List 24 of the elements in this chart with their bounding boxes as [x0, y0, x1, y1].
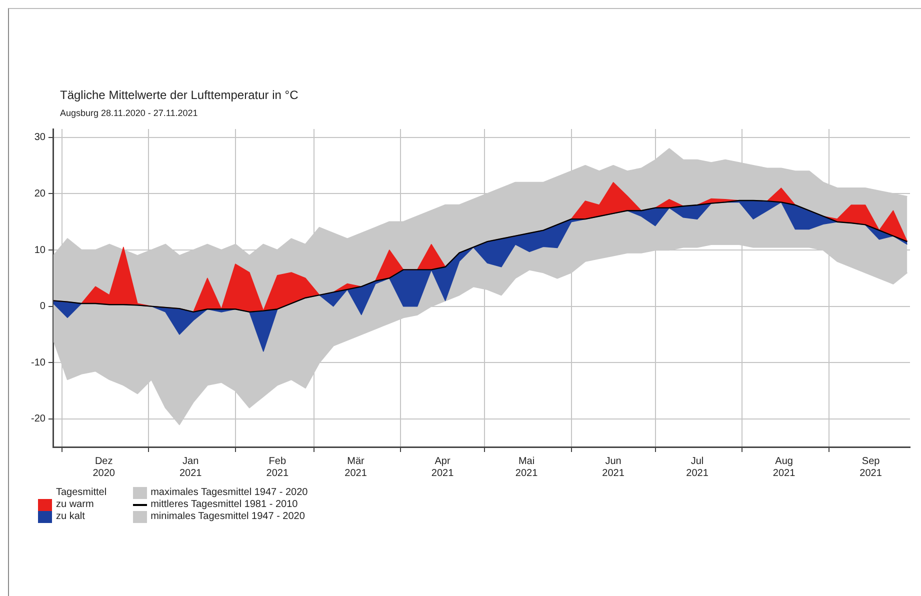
y-tick-label: 20 — [34, 188, 46, 200]
legend-label: minimales Tagesmittel 1947 - 2020 — [150, 511, 305, 523]
x-tick-label: Sep 2021 — [860, 456, 882, 479]
x-tick-label: Jul 2021 — [686, 456, 709, 479]
y-tick-label: 0 — [40, 301, 46, 312]
x-tick-label: Jun 2021 — [602, 456, 625, 479]
chart-subtitle: Augsburg 28.11.2020 - 27.11.2021 — [60, 108, 198, 118]
x-tick-label: Mär 2021 — [344, 456, 368, 479]
x-tick-label: Apr 2021 — [431, 456, 454, 479]
y-tick-label: 10 — [34, 244, 46, 256]
chart-title: Tägliche Mittelwerte der Lufttemperatur in °C — [60, 88, 298, 102]
legend-label: zu kalt — [56, 511, 85, 523]
legend-label: maximales Tagesmittel 1947 - 2020 — [150, 487, 308, 499]
x-tick-label: Dez 2020 — [92, 456, 116, 479]
x-tick-label: Jan 2021 — [179, 456, 202, 479]
legend-label: zu warm — [56, 499, 94, 511]
y-tick-label: -10 — [31, 357, 46, 368]
x-tick-label: Feb 2021 — [266, 456, 289, 479]
x-tick-label: Aug 2021 — [772, 456, 796, 479]
y-tick-label: 30 — [34, 132, 46, 144]
y-tick-label: -20 — [31, 414, 46, 425]
x-tick-label: Mai 2021 — [515, 456, 538, 479]
legend-title: Tagesmittel — [56, 487, 107, 499]
legend-label: mittleres Tagesmittel 1981 - 2010 — [150, 499, 298, 511]
